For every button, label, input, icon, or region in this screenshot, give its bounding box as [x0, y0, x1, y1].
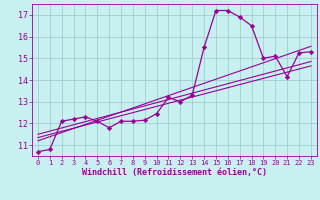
X-axis label: Windchill (Refroidissement éolien,°C): Windchill (Refroidissement éolien,°C) — [82, 168, 267, 177]
